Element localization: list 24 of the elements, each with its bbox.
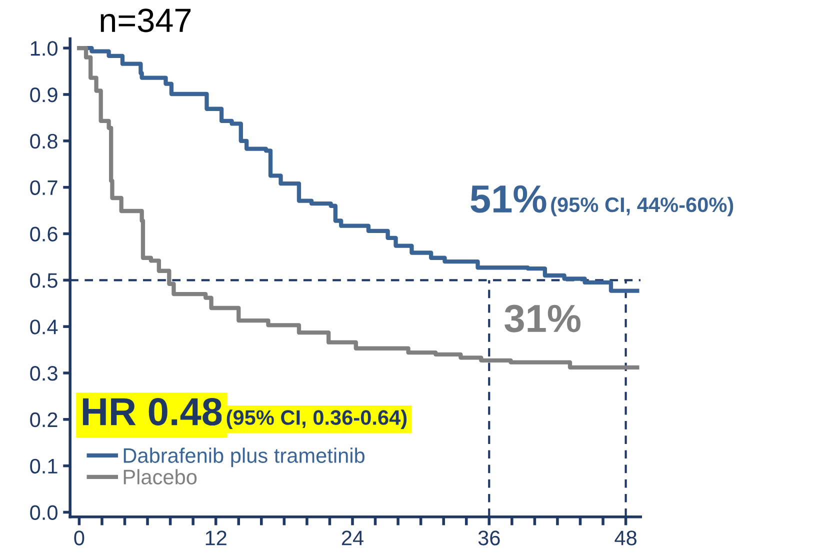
x-tick-label: 24 [342,530,364,546]
chart-title: n=347 [100,8,191,32]
annotation: (95% CI, 0.36-0.64) [226,410,407,430]
y-tick-label: 0.7 [30,180,58,196]
x-tick-label: 48 [614,530,636,546]
y-tick-label: 0.4 [30,320,58,334]
y-tick-label: 0.0 [30,505,58,520]
y-tick-label: 0.2 [30,412,58,428]
x-tick-label: 0 [74,530,84,546]
legend-label: Placebo [124,469,197,484]
annotation: HR 0.48 [82,398,222,426]
y-tick-label: 0.6 [30,226,58,242]
annotation: 51% [470,185,546,213]
y-tick-label: 1.0 [30,41,58,56]
x-tick-label: 36 [478,530,500,546]
y-tick-label: 0.9 [30,87,58,102]
x-tick-label: 12 [206,530,226,546]
legend-label: Dabrafenib plus trametinib [124,448,364,468]
annotation: (95% CI, 44%-60%) [551,196,734,216]
y-tick-label: 0.8 [30,134,58,149]
y-tick-label: 0.3 [30,366,58,381]
y-tick-label: 0.1 [30,458,58,474]
y-tick-label: 0.5 [30,273,58,288]
annotation: 31% [504,304,580,332]
